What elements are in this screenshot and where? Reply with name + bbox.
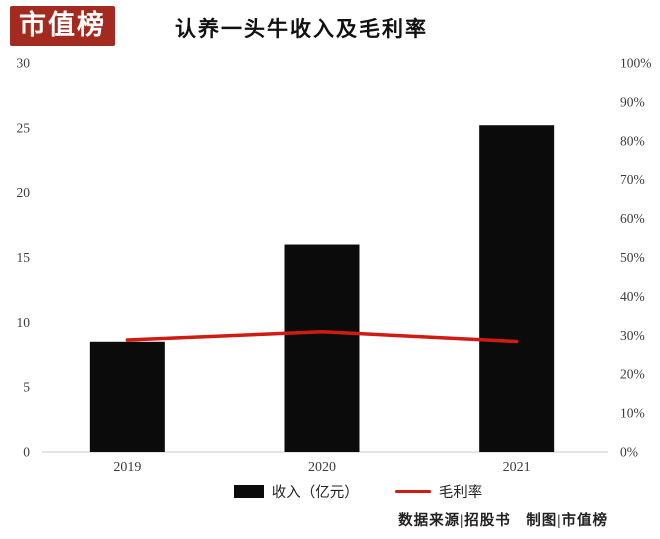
right-axis-tick: 30% <box>620 328 645 343</box>
left-axis-tick: 25 <box>17 120 31 135</box>
left-axis-tick: 15 <box>17 250 31 265</box>
right-axis-tick: 10% <box>620 406 645 421</box>
source-credit: 数据来源|招股书 制图|市值榜 <box>398 513 608 529</box>
revenue-bar <box>284 244 360 452</box>
margin-swatch-icon <box>394 489 431 494</box>
left-axis-tick: 20 <box>17 185 31 200</box>
revenue-bar <box>479 125 555 453</box>
x-axis-label: 2021 <box>503 460 531 475</box>
right-axis-tick: 100% <box>620 56 652 71</box>
legend-margin-label: 毛利率 <box>438 485 483 501</box>
x-axis-label: 2020 <box>308 460 336 475</box>
right-axis-tick: 50% <box>620 250 645 265</box>
chart-legend: 收入（亿元） 毛利率 <box>28 481 660 502</box>
right-axis-tick: 20% <box>620 367 645 382</box>
left-axis-tick: 30 <box>17 56 31 71</box>
legend-revenue-label: 收入（亿元） <box>271 485 359 501</box>
revenue-swatch-icon <box>233 485 264 498</box>
left-axis-tick: 0 <box>23 445 30 460</box>
right-axis-tick: 70% <box>620 172 645 187</box>
left-axis-tick: 10 <box>17 315 31 330</box>
margin-line <box>125 330 519 344</box>
revenue-bar <box>89 341 165 452</box>
chart-title: 认养一头牛收入及毛利率 <box>175 17 428 41</box>
right-axis-tick: 0% <box>620 445 638 460</box>
left-axis-tick: 5 <box>23 380 30 395</box>
brand-logo: 市值榜 <box>10 6 115 47</box>
x-axis-label: 2019 <box>113 460 141 475</box>
legend-item-margin: 毛利率 <box>394 481 483 502</box>
right-axis-tick: 60% <box>620 211 645 226</box>
right-axis-tick: 80% <box>620 133 645 148</box>
right-axis-tick: 40% <box>620 289 645 304</box>
right-axis-tick: 90% <box>620 94 645 109</box>
legend-item-revenue: 收入（亿元） <box>233 481 359 502</box>
